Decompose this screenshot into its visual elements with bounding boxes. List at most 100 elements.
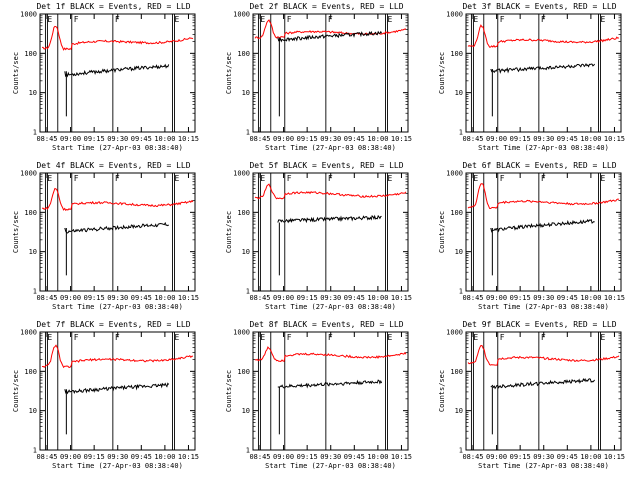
x-tick-label: 10:00 xyxy=(580,294,601,302)
time-marker-label: F xyxy=(541,333,546,342)
chart-panel-6: Det 6f BLACK = Events, RED = LLD 1 10 100 10… xyxy=(438,161,625,311)
x-tick-label: 09:45 xyxy=(557,453,578,461)
time-marker-label: E xyxy=(473,15,478,24)
y-tick-label: 1000 xyxy=(20,170,37,178)
plot-frame xyxy=(465,172,622,292)
x-tick-label: 10:15 xyxy=(178,135,199,143)
x-tick-label: 10:15 xyxy=(391,294,412,302)
time-marker-label: F xyxy=(74,333,79,342)
y-tick-label: 10 xyxy=(455,407,463,415)
x-tick-label: 08:45 xyxy=(462,294,483,302)
x-tick-label: 10:15 xyxy=(391,453,412,461)
series-events-line xyxy=(64,221,170,234)
y-tick-label: 1 xyxy=(33,447,37,455)
x-tick-label: 09:15 xyxy=(84,294,105,302)
x-tick-label: 09:00 xyxy=(60,294,81,302)
y-tick-label: 1000 xyxy=(233,170,250,178)
y-tick-label: 1 xyxy=(459,447,463,455)
series-events-line xyxy=(490,62,596,74)
time-marker-label: F xyxy=(287,174,292,183)
y-tick-label: 1 xyxy=(459,129,463,137)
x-tick-label: 10:15 xyxy=(178,294,199,302)
series-lld-line xyxy=(254,19,406,40)
series-lld-line xyxy=(41,187,194,212)
time-marker-label: E xyxy=(473,174,478,183)
chart-title: Det 6f BLACK = Events, RED = LLD xyxy=(462,161,616,170)
y-tick-label: 100 xyxy=(450,209,463,217)
x-tick-label: 09:15 xyxy=(510,135,531,143)
x-tick-label: 10:15 xyxy=(604,135,625,143)
time-marker-label: F xyxy=(74,174,79,183)
chart-panel-2: Det 2f BLACK = Events, RED = LLD 1 10 100 10… xyxy=(225,2,412,152)
y-tick-label: 100 xyxy=(24,368,37,376)
time-marker-label: E xyxy=(175,174,180,183)
y-tick-label: 1 xyxy=(246,447,250,455)
x-tick-label: 09:00 xyxy=(486,294,507,302)
time-marker-label: E xyxy=(601,333,606,342)
x-tick-label: 09:30 xyxy=(533,453,554,461)
y-tick-label: 1 xyxy=(246,288,250,296)
x-tick-label: 09:00 xyxy=(60,135,81,143)
y-tick-label: 1 xyxy=(246,129,250,137)
y-tick-label: 100 xyxy=(237,209,250,217)
x-tick-label: 09:15 xyxy=(84,453,105,461)
plot-frame xyxy=(465,13,622,133)
y-axis-label: Counts/sec xyxy=(12,211,20,253)
chart-title: Det 4f BLACK = Events, RED = LLD xyxy=(36,161,190,170)
chart-panel-1: Det 1f BLACK = Events, RED = LLD 1 10 100 10… xyxy=(12,2,199,152)
x-tick-label: 10:15 xyxy=(391,135,412,143)
x-tick-label: 09:30 xyxy=(320,135,341,143)
x-tick-label: 08:45 xyxy=(249,453,270,461)
x-tick-label: 10:00 xyxy=(367,135,388,143)
y-tick-label: 1000 xyxy=(20,329,37,337)
x-tick-label: 09:30 xyxy=(107,135,128,143)
plot-frame xyxy=(465,331,622,451)
time-marker-label: E xyxy=(260,333,265,342)
x-tick-label: 08:45 xyxy=(36,135,57,143)
time-marker-label: E xyxy=(601,15,606,24)
y-tick-label: 1000 xyxy=(446,329,463,337)
x-tick-label: 09:45 xyxy=(131,135,152,143)
time-marker-label: E xyxy=(47,174,52,183)
x-axis-label: Start Time (27-Apr-03 08:38:40) xyxy=(478,144,609,152)
x-tick-label: 10:00 xyxy=(367,294,388,302)
x-tick-label: 09:30 xyxy=(533,294,554,302)
y-tick-label: 10 xyxy=(455,248,463,256)
x-tick-label: 09:45 xyxy=(344,453,365,461)
x-tick-label: 09:45 xyxy=(131,294,152,302)
x-axis-label: Start Time (27-Apr-03 08:38:40) xyxy=(478,303,609,311)
chart-panel-8: Det 8f BLACK = Events, RED = LLD 1 10 100 10… xyxy=(225,320,412,470)
y-tick-label: 100 xyxy=(237,368,250,376)
x-axis-label: Start Time (27-Apr-03 08:38:40) xyxy=(52,462,183,470)
chart-panel-9: Det 9f BLACK = Events, RED = LLD 1 10 100 10… xyxy=(438,320,625,470)
x-tick-label: 10:15 xyxy=(604,294,625,302)
time-marker-label: F xyxy=(287,15,292,24)
x-axis-label: Start Time (27-Apr-03 08:38:40) xyxy=(52,144,183,152)
y-tick-label: 100 xyxy=(24,50,37,58)
chart-title: Det 2f BLACK = Events, RED = LLD xyxy=(249,2,403,11)
time-marker-label: F xyxy=(541,174,546,183)
chart-title: Det 9f BLACK = Events, RED = LLD xyxy=(462,320,616,329)
plot-frame xyxy=(39,331,196,451)
series-events-line xyxy=(277,214,382,224)
time-marker-label: E xyxy=(601,174,606,183)
series-lld-line xyxy=(41,344,194,369)
y-axis-label: Counts/sec xyxy=(438,52,446,94)
y-tick-label: 10 xyxy=(29,89,37,97)
x-tick-label: 09:30 xyxy=(107,453,128,461)
x-tick-label: 10:00 xyxy=(580,135,601,143)
y-tick-label: 1000 xyxy=(233,11,250,19)
y-tick-label: 10 xyxy=(29,407,37,415)
series-events-line xyxy=(64,63,170,78)
x-tick-label: 09:00 xyxy=(486,453,507,461)
series-lld-line xyxy=(467,183,620,210)
time-marker-label: E xyxy=(388,174,393,183)
series-events-line xyxy=(64,382,170,395)
time-marker-label: F xyxy=(541,15,546,24)
x-tick-label: 09:30 xyxy=(533,135,554,143)
x-tick-label: 10:15 xyxy=(178,453,199,461)
x-tick-label: 10:15 xyxy=(604,453,625,461)
x-tick-label: 09:45 xyxy=(131,453,152,461)
plot-frame xyxy=(252,172,409,292)
